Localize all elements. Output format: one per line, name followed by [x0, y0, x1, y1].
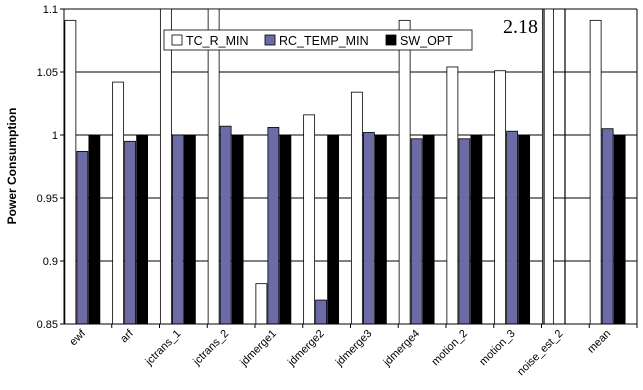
x-tick-label: jdmerge1	[237, 328, 279, 370]
legend-label: RC_TEMP_MIN	[279, 34, 369, 48]
bar-rc-temp-min	[362, 132, 375, 325]
y-tick-label: 1	[52, 130, 58, 142]
bar-sw-opt	[327, 134, 340, 325]
x-tick-label: ewf	[67, 327, 88, 348]
bar-tc-r-min	[112, 81, 125, 325]
bar-tc-r-min	[494, 70, 507, 325]
x-tick-label: mean	[585, 328, 613, 356]
bar-sw-opt	[470, 134, 483, 325]
x-tick-label: noise_est_2	[515, 328, 565, 378]
x-tick-label: motion_2	[430, 328, 470, 368]
bar-tc-r-min	[159, 8, 172, 325]
bar-rc-temp-min	[410, 138, 423, 325]
y-tick-labels: 0.85 0.9 0.95 1 1.05 1.1	[37, 4, 64, 331]
y-axis-label: Power Consumption	[5, 108, 19, 225]
plot-area	[64, 9, 637, 324]
bar-rc-temp-min	[219, 125, 232, 325]
bar-rc-temp-min	[124, 140, 137, 325]
legend-label: SW_OPT	[400, 34, 453, 48]
bar-sw-opt	[183, 134, 196, 325]
x-tick-label: jdmerge4	[381, 328, 423, 370]
bar-tc-r-min	[398, 19, 411, 325]
bar-rc-temp-min	[315, 299, 328, 325]
legend-swatch	[385, 34, 397, 46]
bar-tc-r-min	[350, 91, 363, 325]
x-tick-label: jctrans_1	[143, 328, 184, 369]
bar-rc-temp-min	[458, 138, 471, 325]
legend: TC_R_MIN RC_TEMP_MIN SW_OPT	[163, 29, 473, 51]
bar-sw-opt	[136, 134, 149, 325]
bar-sw-opt	[231, 134, 244, 325]
bar-sw-opt	[518, 134, 531, 325]
bar-sw-opt	[422, 134, 435, 325]
bars	[64, 8, 626, 325]
x-tick-label: arf	[118, 327, 136, 345]
bar-tc-r-min	[64, 19, 77, 325]
y-tick-label: 0.9	[43, 256, 58, 268]
bar-sw-opt	[613, 134, 626, 325]
x-tick-label: jdmerge2	[285, 328, 327, 370]
bar-sw-opt	[279, 134, 292, 325]
bar-tc-r-min	[207, 8, 220, 325]
bar-tc-r-min	[446, 66, 459, 325]
bar-rc-temp-min	[601, 128, 614, 325]
bar-rc-temp-min	[506, 130, 519, 325]
y-tick-label: 1.05	[37, 67, 58, 79]
bar-tc-r-min	[303, 114, 316, 325]
legend-label: TC_R_MIN	[186, 34, 249, 48]
y-tick-label: 0.85	[37, 319, 58, 331]
y-tick-label: 0.95	[37, 193, 58, 205]
bar-tc-r-min	[255, 283, 268, 325]
x-tick-labels: ewf arf jctrans_1 jctrans_2 jdmerge1 jdmerge2…	[67, 324, 638, 378]
bar-sw-opt	[88, 134, 101, 325]
annotation-label: 2.18	[503, 16, 538, 38]
bar-rc-temp-min	[267, 127, 280, 325]
y-tick-label: 1.1	[43, 4, 58, 16]
bar-sw-opt	[374, 134, 387, 325]
legend-swatch	[171, 34, 183, 46]
x-tick-label: jctrans_2	[190, 328, 231, 369]
x-tick-label: jdmerge3	[333, 328, 375, 370]
legend-swatch	[264, 34, 276, 46]
x-tick-label: motion_3	[477, 328, 517, 368]
bar-rc-temp-min	[171, 134, 184, 325]
bar-tc-r-min	[589, 19, 602, 325]
bar-rc-temp-min	[76, 150, 89, 325]
